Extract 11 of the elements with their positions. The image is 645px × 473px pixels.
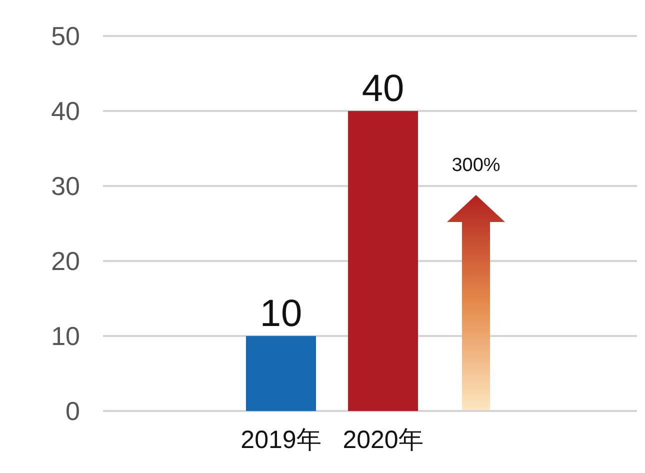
y-tick-label: 30 [51, 171, 80, 202]
y-tick-label: 20 [51, 246, 80, 276]
x-tick-label: 2020年 [342, 426, 424, 454]
y-tick-label: 50 [51, 21, 80, 52]
data-label: 10 [260, 293, 302, 335]
x-tick-label: 2019年 [240, 426, 322, 454]
y-tick-label: 0 [66, 396, 80, 426]
text: 300% [452, 155, 500, 176]
y-tick-label: 40 [51, 96, 80, 126]
data-label: 40 [362, 68, 404, 110]
y-tick-label: 10 [51, 321, 80, 352]
